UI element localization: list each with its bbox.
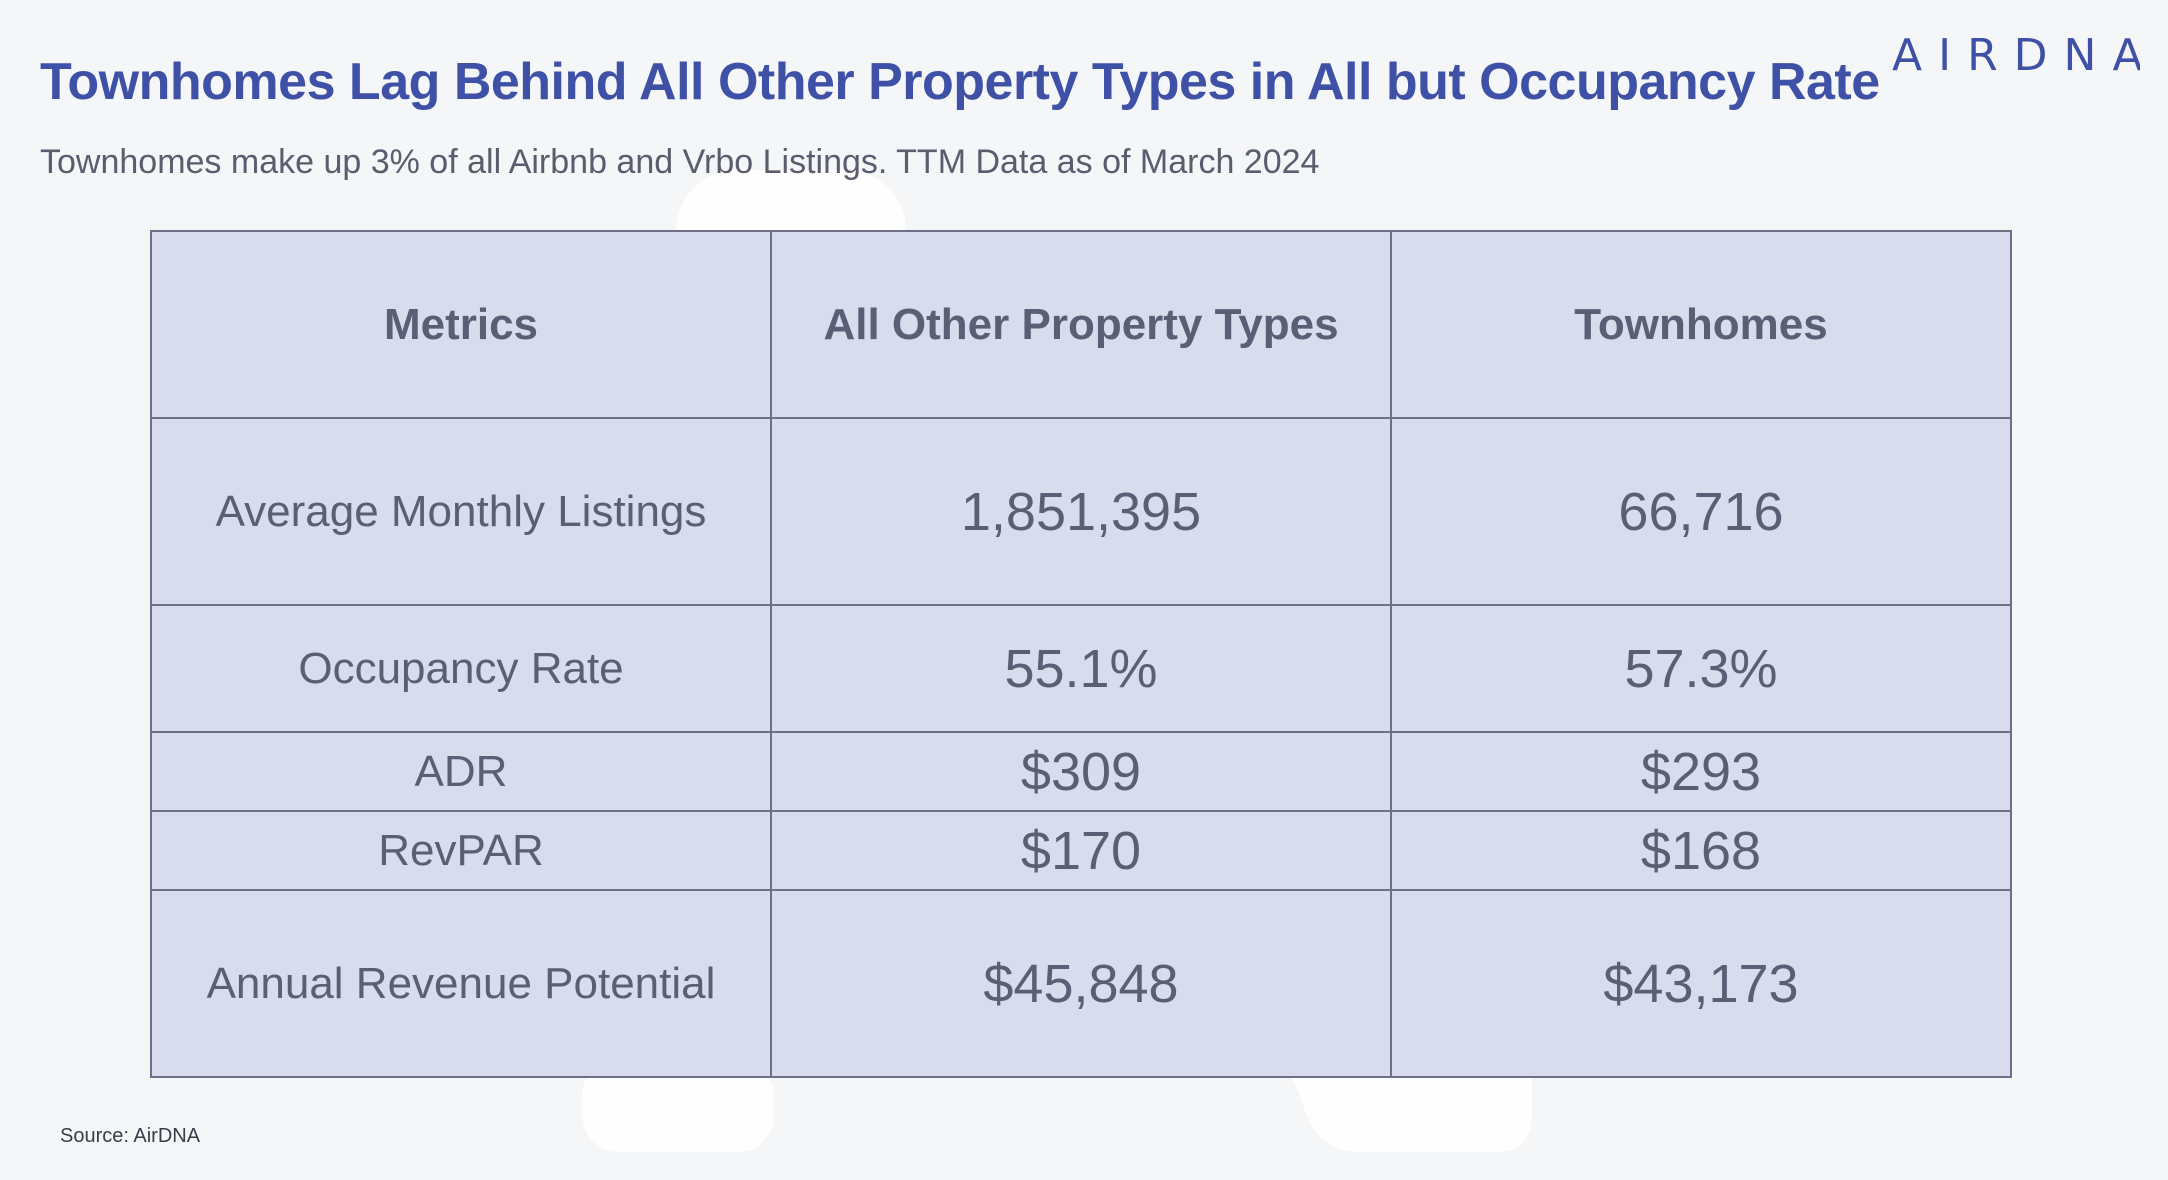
page-title: Townhomes Lag Behind All Other Property … xyxy=(40,53,1880,111)
metrics-table: Metrics All Other Property Types Townhom… xyxy=(150,230,2012,1078)
column-header-townhomes: Townhomes xyxy=(1390,230,2012,419)
table-row: Annual Revenue Potential $45,848 $43,173 xyxy=(150,889,2012,1078)
table-row: RevPAR $170 $168 xyxy=(150,810,2012,891)
townhomes-value: $43,173 xyxy=(1390,889,2012,1078)
townhomes-value: $293 xyxy=(1390,731,2012,812)
all-other-value: 55.1% xyxy=(770,604,1392,733)
all-other-value: 1,851,395 xyxy=(770,417,1392,606)
townhomes-value: 66,716 xyxy=(1390,417,2012,606)
metric-label: Annual Revenue Potential xyxy=(150,889,772,1078)
metric-label: Average Monthly Listings xyxy=(150,417,772,606)
all-other-value: $45,848 xyxy=(770,889,1392,1078)
column-header-all-other: All Other Property Types xyxy=(770,230,1392,419)
page-subtitle: Townhomes make up 3% of all Airbnb and V… xyxy=(40,143,1320,181)
all-other-value: $170 xyxy=(770,810,1392,891)
metric-label: RevPAR xyxy=(150,810,772,891)
metric-label: Occupancy Rate xyxy=(150,604,772,733)
metrics-table-container: Metrics All Other Property Types Townhom… xyxy=(150,230,2012,1078)
townhomes-value: 57.3% xyxy=(1390,604,2012,733)
table-row: Average Monthly Listings 1,851,395 66,71… xyxy=(150,417,2012,606)
table-header-row: Metrics All Other Property Types Townhom… xyxy=(150,230,2012,419)
table-row: Occupancy Rate 55.1% 57.3% xyxy=(150,604,2012,733)
source-note: Source: AirDNA xyxy=(60,1125,201,1147)
townhomes-value: $168 xyxy=(1390,810,2012,891)
metric-label: ADR xyxy=(150,731,772,812)
column-header-metrics: Metrics xyxy=(150,230,772,419)
airdna-logo: AIRDNA xyxy=(1892,30,2140,81)
logo-text: AIRDNA xyxy=(1892,30,2140,81)
all-other-value: $309 xyxy=(770,731,1392,812)
table-row: ADR $309 $293 xyxy=(150,731,2012,812)
